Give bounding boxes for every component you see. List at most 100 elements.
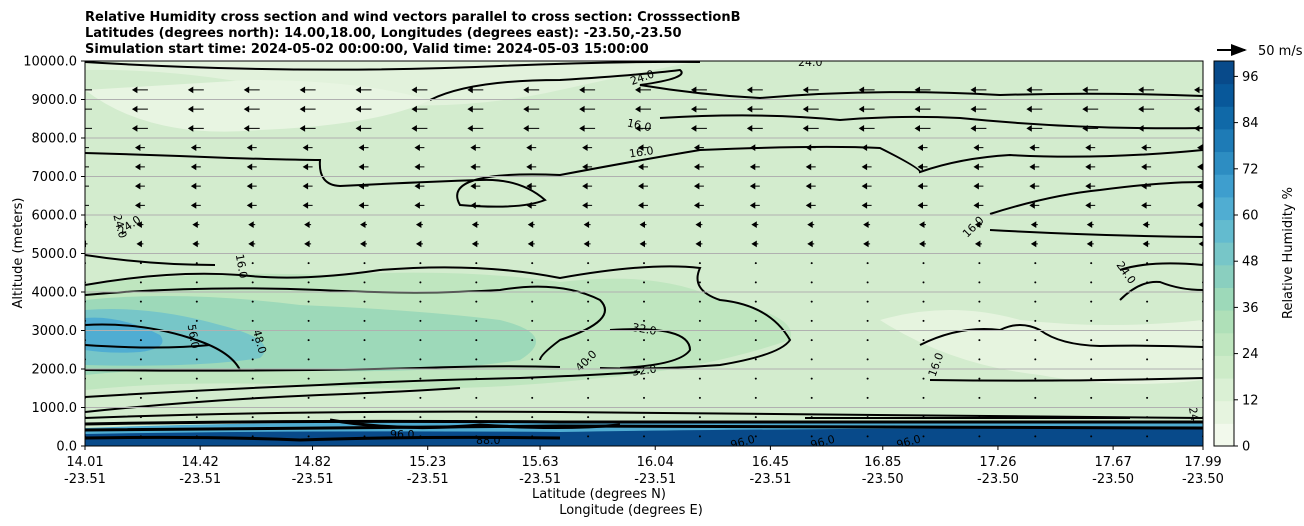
wind-vector — [1194, 86, 1203, 94]
wind-vector — [917, 163, 928, 171]
wind-vector — [358, 201, 369, 209]
wind-vector — [1029, 182, 1040, 190]
wind-vector — [754, 319, 757, 322]
wind-vector — [866, 300, 869, 303]
wind-vector — [635, 86, 651, 94]
wind-vector — [754, 300, 757, 303]
wind-vector — [690, 105, 707, 113]
wind-vector — [85, 204, 89, 206]
wind-vector — [643, 300, 645, 303]
wind-vector — [749, 182, 760, 190]
wind-vector — [978, 396, 981, 399]
x-tick-label-lon: -23.50 — [1182, 472, 1224, 487]
wind-vector — [970, 124, 987, 132]
wind-vector — [698, 416, 701, 419]
wind-vector — [251, 339, 254, 342]
wind-vector — [582, 182, 593, 190]
wind-vector — [1034, 262, 1037, 265]
wind-vector — [1086, 240, 1094, 248]
wind-vector — [195, 300, 198, 303]
wind-vector — [411, 105, 428, 113]
wind-vector — [919, 240, 926, 248]
wind-vector — [195, 435, 198, 438]
wind-vector — [1090, 339, 1093, 342]
wind-vector — [922, 300, 925, 303]
wind-vector — [363, 262, 366, 265]
contour-line — [659, 114, 1203, 130]
y-tick-label: 9000.0 — [32, 93, 78, 108]
wind-vector — [1146, 319, 1149, 322]
wind-vector — [243, 124, 260, 132]
wind-vector — [243, 86, 260, 94]
colorbar-segment — [1214, 355, 1234, 379]
wind-vector — [419, 339, 422, 342]
wind-vector — [302, 144, 313, 152]
colorbar-frame — [1213, 60, 1235, 447]
wind-vector — [1146, 300, 1149, 303]
wind-vector — [638, 201, 648, 209]
wind-vector — [922, 319, 925, 322]
wind-vector — [587, 281, 590, 284]
wind-vector — [531, 339, 534, 342]
contour-line — [85, 265, 792, 370]
wind-vector — [1197, 201, 1203, 209]
wind-vector — [85, 127, 92, 129]
contour-line — [989, 181, 1203, 215]
wind-vector — [643, 435, 645, 438]
wind-vector — [1082, 86, 1099, 94]
contour-line — [85, 410, 1203, 419]
wind-vector — [195, 377, 198, 380]
wind-vector — [1141, 182, 1152, 190]
wind-vector — [643, 396, 645, 399]
wind-vector — [587, 339, 590, 342]
contour-line — [85, 145, 1203, 208]
wind-vector — [131, 124, 148, 132]
wind-vector — [136, 221, 144, 229]
wind-vector — [358, 182, 369, 190]
wind-vector — [1029, 201, 1040, 209]
wind-vector — [1026, 124, 1043, 132]
wind-vector — [195, 262, 198, 265]
wind-vector — [1034, 281, 1037, 284]
contour-label: 96.0 — [390, 428, 415, 441]
wind-vector — [363, 435, 366, 438]
contour-label: 48.0 — [250, 328, 269, 355]
colorbar-tick-label: 0 — [1242, 440, 1250, 455]
wind-vector — [635, 105, 651, 113]
wind-vector — [471, 240, 479, 248]
wind-vector — [192, 240, 200, 248]
wind-vector — [643, 319, 645, 322]
y-tick-label: 1000.0 — [32, 401, 78, 416]
wind-vector — [523, 105, 540, 113]
wind-vector — [1197, 163, 1203, 171]
wind-vector — [419, 281, 422, 284]
wind-vector — [973, 182, 984, 190]
wind-vector — [139, 319, 142, 322]
x-tick-label-lon: -23.50 — [1092, 472, 1134, 487]
wind-vector — [1090, 435, 1093, 438]
wind-vector — [582, 144, 593, 152]
x-tick-label-lon: -23.51 — [179, 472, 221, 487]
wind-vector — [85, 147, 89, 149]
wind-vector — [134, 144, 145, 152]
contour-line — [1119, 280, 1203, 301]
wind-vector — [635, 124, 651, 132]
wind-vector — [866, 262, 869, 265]
wind-vector — [751, 240, 759, 248]
wind-vector — [190, 182, 201, 190]
wind-vector — [419, 435, 422, 438]
wind-vector — [914, 105, 931, 113]
wind-vector — [914, 86, 931, 94]
colorbar-segment — [1214, 61, 1234, 85]
wind-vector — [190, 163, 201, 171]
wind-vector — [419, 319, 422, 322]
wind-vector — [131, 86, 148, 94]
wind-vector — [1034, 358, 1037, 361]
x-tick-label-lat: 17.67 — [1095, 455, 1132, 470]
contour-label: 16.0 — [233, 253, 250, 279]
wind-vector — [248, 221, 256, 229]
wind-vector — [302, 201, 313, 209]
quiver-key: 50 m/s — [1217, 44, 1303, 59]
wind-vector — [360, 221, 367, 229]
wind-vector — [1030, 221, 1038, 229]
